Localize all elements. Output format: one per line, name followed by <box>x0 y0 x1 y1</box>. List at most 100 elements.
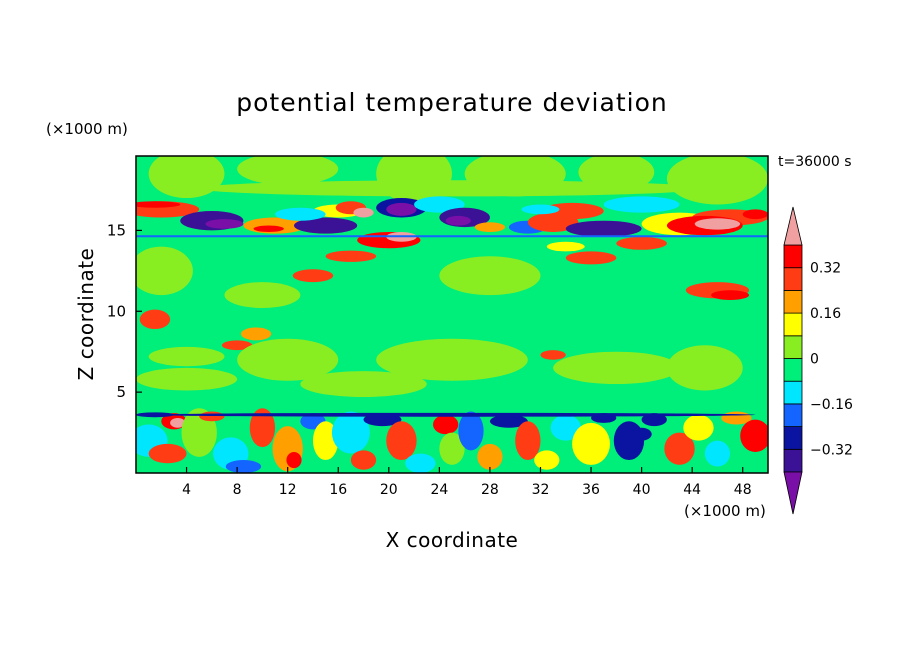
contour-patch <box>458 411 484 451</box>
contour-patch <box>740 419 768 452</box>
contour-patch <box>515 421 541 461</box>
contour-patch <box>477 443 503 470</box>
x-tick-label: 48 <box>734 482 752 498</box>
colorbar-segment <box>783 403 803 427</box>
contour-field <box>136 156 768 473</box>
contour-patch <box>240 327 272 341</box>
colorbar: 0.32 0.16 0 −0.16 −0.32 <box>783 206 853 515</box>
colorbar-tick-label: 0.16 <box>810 306 841 322</box>
colorbar-segment <box>783 312 803 337</box>
contour-patch <box>249 408 276 448</box>
contour-patch <box>199 180 705 197</box>
contour-patch <box>534 450 560 470</box>
contour-patch <box>565 251 617 265</box>
contour-patch <box>237 338 339 381</box>
contour-patch <box>439 432 465 465</box>
contour-patch <box>445 215 471 226</box>
shear-layer-base <box>136 235 768 238</box>
colorbar-segment <box>783 335 803 359</box>
contour-patch <box>237 156 339 186</box>
contour-patch <box>225 460 262 473</box>
contour-patch <box>170 418 186 428</box>
contour-patch <box>694 218 741 230</box>
y-tick-label: 5 <box>116 383 126 401</box>
contour-patch <box>546 241 585 252</box>
x-axis: 4 8 12 16 20 24 28 32 36 40 44 48 <box>182 467 752 498</box>
contour-patch <box>386 421 417 461</box>
colorbar-segment <box>783 448 803 473</box>
contour-patch <box>521 204 560 215</box>
contour-patch <box>294 217 358 234</box>
contour-patch <box>292 269 334 283</box>
contour-patch <box>641 413 667 427</box>
contour-patch <box>312 421 339 461</box>
x-tick-label: 8 <box>233 482 242 498</box>
contour-patch <box>136 367 238 391</box>
contour-patch <box>414 196 465 213</box>
contour-patch <box>199 411 225 422</box>
colorbar-tick-label: 0 <box>810 352 819 368</box>
y-tick-label: 10 <box>107 302 126 320</box>
y-unit-label: (×1000 m) <box>46 120 128 138</box>
plot-frame <box>135 155 769 474</box>
contour-patch <box>711 290 750 300</box>
contour-patch <box>433 414 459 435</box>
contour-patch <box>136 201 181 208</box>
contour-patch <box>742 209 768 220</box>
colorbar-tick-label: −0.32 <box>810 442 853 458</box>
y-tick-label: 15 <box>107 221 126 239</box>
colorbar-segment <box>783 267 803 291</box>
x-tick-label: 44 <box>683 482 701 498</box>
contour-patch <box>353 207 374 218</box>
colorbar-segment <box>783 289 803 314</box>
contour-patch <box>139 309 171 330</box>
x-tick-label: 20 <box>380 482 398 498</box>
x-tick-label: 40 <box>633 482 651 498</box>
contour-patch <box>565 220 642 237</box>
contour-patch <box>275 207 326 221</box>
contour-patch <box>300 371 427 397</box>
contour-patch <box>704 440 731 467</box>
contour-patch <box>148 346 225 367</box>
contour-patch <box>224 282 301 309</box>
contour-patch <box>474 222 506 233</box>
contour-patch <box>325 250 377 262</box>
contour-patch <box>613 421 645 461</box>
contour-patch <box>148 412 756 417</box>
x-tick-label: 36 <box>582 482 600 498</box>
contour-patch <box>405 453 436 473</box>
x-tick-label: 16 <box>329 482 347 498</box>
x-tick-label: 24 <box>430 482 448 498</box>
contour-patch <box>540 350 566 360</box>
contour-patch <box>148 443 187 464</box>
contour-patch <box>331 411 370 454</box>
contour-patch <box>221 340 253 351</box>
x-tick-label: 4 <box>182 482 191 498</box>
contour-patch <box>439 256 541 296</box>
colorbar-min-triangle <box>783 471 803 515</box>
contour-patch <box>550 414 581 441</box>
contour-patch <box>205 219 244 229</box>
contour-patch <box>386 202 417 216</box>
contour-patch <box>136 246 193 296</box>
contour-patch <box>350 450 377 470</box>
colorbar-tick-label: −0.16 <box>810 397 853 413</box>
contour-patch <box>603 196 680 213</box>
contour-patch <box>253 225 284 233</box>
contour-patch <box>376 338 528 381</box>
contour-patch <box>666 156 768 205</box>
colorbar-segment <box>783 244 803 269</box>
x-tick-label: 12 <box>279 482 297 498</box>
contour-patch <box>489 414 528 428</box>
time-label: t=36000 s <box>778 154 852 170</box>
x-axis-label: X coordinate <box>385 528 519 552</box>
contour-patch <box>553 351 680 385</box>
chart-title: potential temperature deviation <box>236 88 668 117</box>
x-tick-label: 28 <box>481 482 499 498</box>
y-axis: 5 10 15 <box>107 221 142 401</box>
colorbar-tick-label: 0.32 <box>810 261 841 277</box>
contour-patch <box>683 414 714 441</box>
contour-patch <box>286 451 302 469</box>
colorbar-segment <box>783 426 803 450</box>
contour-patch <box>572 422 610 465</box>
